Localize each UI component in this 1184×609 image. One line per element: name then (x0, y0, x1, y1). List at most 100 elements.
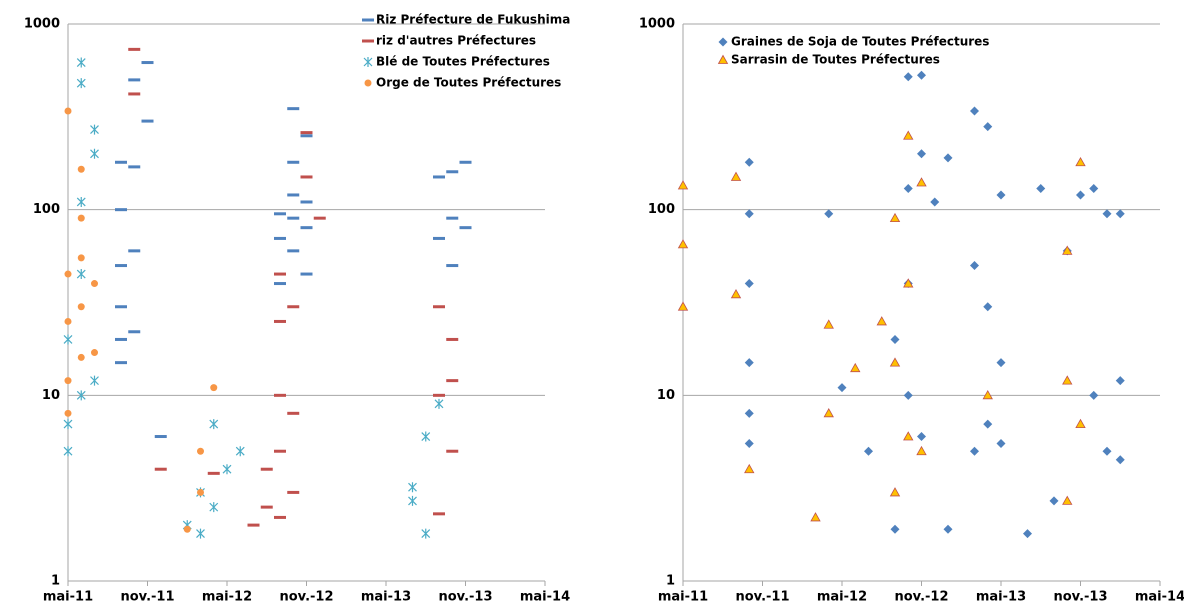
data-point (1023, 529, 1032, 539)
data-point (77, 254, 85, 262)
data-point (1115, 209, 1125, 219)
y-tick-label: 1000 (24, 17, 60, 32)
y-tick-label: 100 (33, 202, 60, 217)
legend-marker (363, 57, 373, 67)
data-point (1075, 418, 1086, 428)
y-tick-label: 1 (51, 574, 60, 589)
data-point (876, 316, 887, 326)
data-point (970, 261, 979, 271)
data-point (889, 357, 901, 367)
data-point (1075, 156, 1086, 167)
legend-label: Riz Préfecture de Fukushima (376, 13, 570, 27)
y-tick-label: 1 (666, 574, 675, 589)
data-point (744, 439, 754, 449)
data-point (1089, 184, 1099, 194)
data-point (196, 528, 205, 539)
data-point (77, 214, 85, 222)
y-tick-label: 1000 (639, 17, 675, 32)
x-tick-label: mai-14 (1135, 590, 1184, 605)
data-point (744, 463, 755, 474)
data-point (77, 353, 85, 361)
x-tick-label: nov.-13 (1053, 590, 1107, 605)
data-point (970, 446, 979, 456)
data-point (421, 528, 431, 539)
data-point (63, 419, 73, 430)
data-point (903, 278, 914, 288)
data-point (210, 384, 218, 392)
data-point (209, 419, 219, 430)
data-point (744, 209, 754, 219)
data-point (1062, 495, 1073, 505)
x-tick-label: mai-12 (202, 590, 252, 605)
data-point (903, 390, 913, 400)
data-point (76, 78, 86, 89)
data-point (1115, 376, 1125, 386)
data-point (730, 289, 742, 299)
data-point (1049, 496, 1059, 506)
legend-label: Graines de Soja de Toutes Préfectures (731, 35, 989, 49)
data-point (77, 303, 85, 311)
y-tick-label: 10 (42, 388, 60, 403)
x-tick-label: mai-13 (361, 590, 411, 605)
data-point (90, 124, 99, 135)
data-point (235, 446, 245, 457)
data-point (197, 447, 204, 455)
data-point (90, 375, 99, 386)
data-point (91, 349, 98, 357)
data-point (76, 57, 86, 68)
x-tick-label: nov.-12 (894, 590, 948, 605)
data-point (91, 280, 98, 288)
data-point (810, 512, 821, 522)
data-point (64, 377, 72, 385)
legend-marker (718, 37, 728, 47)
data-point (209, 502, 219, 513)
data-point (903, 184, 913, 194)
data-point (408, 495, 417, 506)
data-point (917, 149, 926, 159)
data-point (421, 431, 431, 442)
data-point (983, 122, 993, 132)
data-point (917, 70, 926, 80)
data-point (197, 488, 204, 496)
data-point (408, 482, 417, 493)
data-point (824, 209, 834, 219)
data-point (63, 334, 73, 345)
legend-marker (364, 79, 372, 87)
data-point (982, 390, 993, 400)
data-point (823, 408, 834, 418)
data-point (183, 525, 191, 533)
data-point (1115, 455, 1125, 465)
data-point (730, 171, 742, 181)
data-point (1062, 245, 1073, 255)
legend-label: riz d'autres Préfectures (376, 34, 536, 48)
data-point (970, 106, 979, 116)
data-point (222, 464, 232, 475)
data-point (850, 362, 861, 373)
data-point (64, 270, 72, 278)
data-point (903, 130, 914, 140)
data-point (76, 196, 86, 207)
data-point (1062, 375, 1073, 385)
data-point (1102, 446, 1112, 456)
data-point (1036, 184, 1046, 194)
x-tick-label: nov.-11 (735, 590, 789, 605)
data-point (996, 358, 1006, 368)
data-point (903, 431, 914, 441)
data-point (890, 524, 900, 534)
data-point (77, 165, 85, 173)
x-tick-label: nov.-11 (120, 590, 174, 605)
data-point (1076, 190, 1085, 200)
x-tick-label: nov.-12 (279, 590, 333, 605)
data-point (983, 302, 993, 312)
data-point (434, 398, 444, 409)
x-tick-label: mai-11 (658, 590, 708, 605)
x-tick-label: mai-13 (976, 590, 1026, 605)
data-point (864, 446, 873, 456)
data-point (677, 180, 689, 190)
data-point (744, 157, 754, 167)
data-point (996, 190, 1006, 200)
data-point (943, 524, 953, 534)
x-tick-label: mai-11 (43, 590, 93, 605)
x-tick-label: nov.-13 (438, 590, 492, 605)
